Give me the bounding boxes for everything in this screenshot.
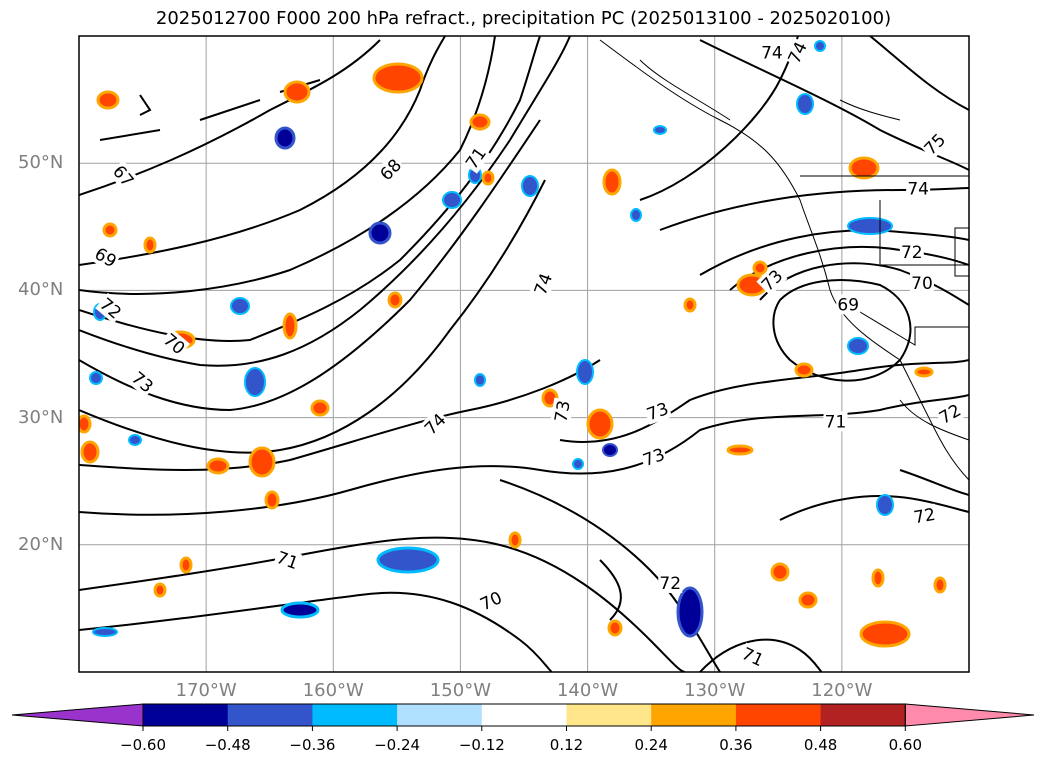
longitude-label: 130°W	[684, 680, 746, 701]
contour-label-background	[658, 572, 683, 593]
graticule	[79, 36, 969, 672]
contour-label-background	[374, 154, 407, 186]
contour-label-background	[836, 294, 861, 315]
longitude-label: 150°W	[429, 680, 491, 701]
colorbar-segment	[312, 704, 398, 726]
colorbar-segment	[143, 704, 229, 726]
longitude-label: 170°W	[175, 680, 237, 701]
contour-label-background	[823, 411, 848, 432]
contour-label-background	[919, 128, 951, 160]
contour-label: 74	[761, 44, 783, 64]
latitude-label: 40°N	[18, 279, 64, 301]
contour-label-background	[272, 546, 303, 574]
contour-label-background	[756, 264, 788, 296]
contour-label-background	[934, 399, 966, 429]
contour-label-background	[759, 42, 784, 63]
contour-label-background	[158, 328, 190, 360]
contour-label: 74	[907, 180, 929, 200]
contour-label-background	[419, 408, 451, 440]
colorbar-segment	[820, 704, 906, 726]
contour-label: 69	[837, 295, 859, 315]
contour-label-background	[906, 178, 931, 199]
colorbar-tick-label: −0.48	[204, 736, 251, 754]
colorbar-min-extend	[11, 703, 144, 727]
colorbar-max-extend	[904, 703, 1035, 727]
contour-label-background	[529, 269, 557, 299]
latitude-label: 30°N	[18, 406, 64, 428]
colorbar-segment	[735, 704, 822, 726]
colorbar-segment	[397, 704, 483, 726]
colorbar-tick-label: 0.12	[549, 736, 584, 754]
contour-label-background	[126, 366, 159, 398]
contour-label-background	[550, 397, 575, 425]
contour-label: 73	[551, 399, 574, 424]
colorbar-tick-label: 0.60	[888, 736, 922, 754]
colorbar-tick-label: 0.24	[634, 736, 668, 754]
contour-label: 70	[911, 274, 933, 294]
colorbar-tick-label: −0.24	[374, 736, 421, 754]
map-title: 2025012700 F000 200 hPa refract., precip…	[155, 8, 892, 29]
latitude-label: 50°N	[18, 152, 64, 174]
contour-label-background	[475, 586, 507, 615]
contour-label: 72	[901, 243, 923, 263]
contour-label-background	[783, 37, 812, 68]
precipitation-shading	[79, 40, 947, 648]
colorbar-tick-label: 0.36	[719, 736, 753, 754]
contour-label: 72	[659, 574, 681, 594]
colorbar-tick-label: 0.48	[803, 736, 838, 754]
colorbar-segment	[227, 704, 313, 726]
contour-label: 71	[825, 412, 847, 432]
contour-label: 72	[912, 505, 937, 528]
contour-label-background	[95, 292, 127, 324]
longitude-label: 160°W	[302, 680, 364, 701]
colorbar-tick-label: −0.12	[458, 736, 505, 754]
contour-label-background	[638, 443, 669, 471]
contour-label-background	[90, 242, 122, 272]
colorbar-segment	[566, 704, 652, 726]
colorbar-tick-label: −0.36	[289, 736, 336, 754]
colorbar-tick-label: −0.60	[120, 736, 166, 754]
contour-label-background	[737, 642, 768, 671]
coastlines	[599, 39, 969, 481]
latitude-label: 20°N	[18, 533, 64, 555]
longitude-label: 120°W	[811, 680, 873, 701]
contour-label-background	[460, 142, 491, 174]
contour-label-background	[909, 272, 934, 293]
contour-label-background	[899, 242, 924, 263]
contour-label-background	[108, 160, 139, 192]
plot-frame	[78, 35, 970, 673]
longitude-label: 140°W	[556, 680, 619, 701]
colorbar-segment	[481, 704, 567, 726]
contour-label-background	[642, 397, 673, 425]
contour-label-background	[910, 503, 939, 528]
colorbar-frame	[142, 703, 906, 727]
colorbar-segment	[651, 704, 737, 726]
